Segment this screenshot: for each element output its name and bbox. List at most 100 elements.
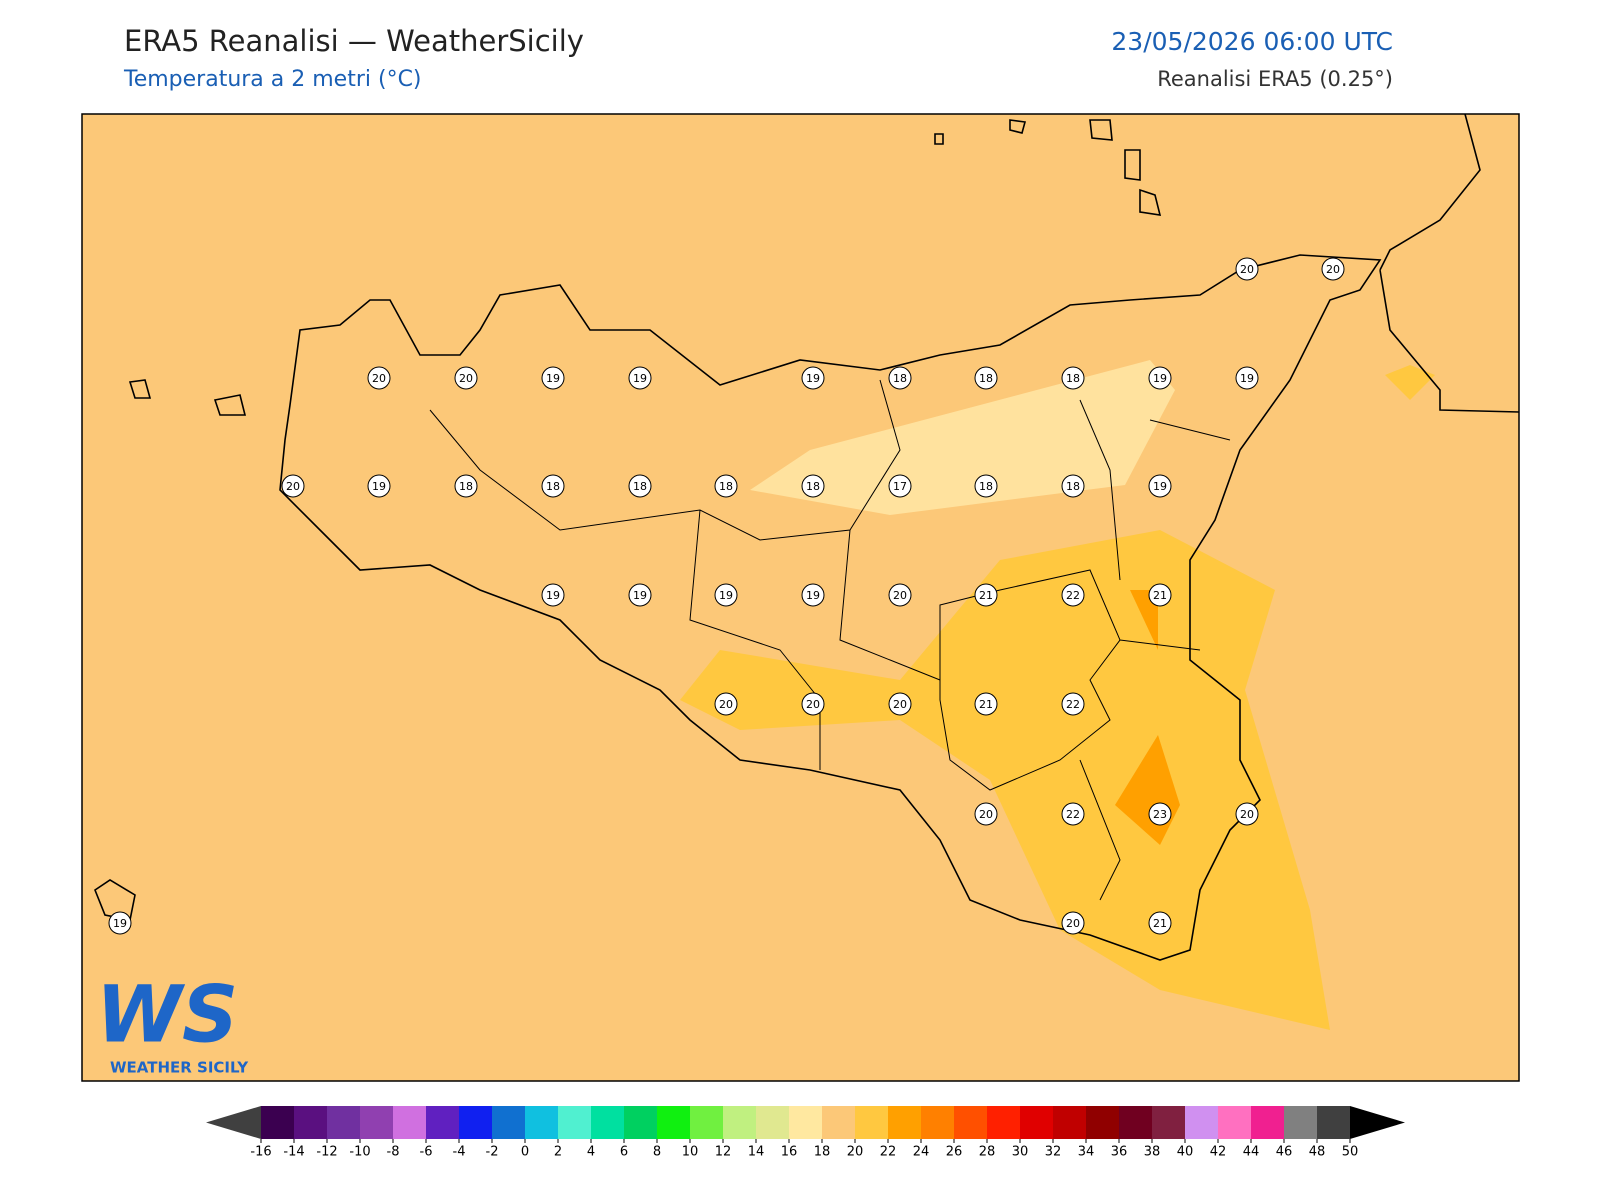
point-marker	[801, 692, 825, 716]
colorbar-box	[492, 1106, 525, 1139]
grid-point: 18	[974, 366, 998, 390]
colorbar-label: 4	[587, 1145, 595, 1160]
colorbar-box	[888, 1106, 921, 1139]
warm-area	[680, 530, 1330, 1030]
colorbar-label: 44	[1243, 1145, 1260, 1160]
colorbar-box	[1053, 1106, 1086, 1139]
grid-point: 22	[1061, 692, 1085, 716]
colorbar-label: 2	[554, 1145, 562, 1160]
point-marker	[367, 474, 391, 498]
logo-mark: WS	[96, 970, 238, 1060]
grid-point: 23	[1148, 802, 1172, 826]
grid-point: 21	[974, 692, 998, 716]
point-value: 17	[893, 480, 907, 493]
colorbar-label: -10	[349, 1145, 370, 1160]
point-marker	[974, 366, 998, 390]
point-value: 19	[546, 372, 560, 385]
point-value: 19	[633, 589, 647, 602]
grid-point: 19	[108, 911, 132, 935]
grid-point: 18	[1061, 366, 1085, 390]
logo-text: WEATHER SICILY	[110, 1059, 249, 1077]
colorbar-label: 22	[880, 1145, 897, 1160]
point-marker	[367, 366, 391, 390]
calabria-coast	[1379, 113, 1520, 413]
grid-point: 19	[1148, 474, 1172, 498]
colorbar-label: 26	[946, 1145, 963, 1160]
colorbar-label: 0	[521, 1145, 529, 1160]
point-value: 20	[1066, 917, 1080, 930]
colorbar-box	[1020, 1106, 1053, 1139]
point-value: 18	[893, 372, 907, 385]
colorbar-box	[1152, 1106, 1185, 1139]
colorbar-box	[1317, 1106, 1350, 1139]
point-value: 18	[1066, 480, 1080, 493]
point-marker	[1235, 366, 1259, 390]
point-value: 20	[719, 698, 733, 711]
point-value: 20	[806, 698, 820, 711]
grid-point: 19	[801, 366, 825, 390]
point-value: 20	[372, 372, 386, 385]
colorbar-label: 32	[1045, 1145, 1062, 1160]
grid-point: 19	[541, 366, 565, 390]
point-marker	[1148, 366, 1172, 390]
grid-point: 20	[974, 802, 998, 826]
grid-point: 20	[367, 366, 391, 390]
grid-point: 18	[541, 474, 565, 498]
point-value: 23	[1153, 808, 1167, 821]
colorbar-label: -12	[316, 1145, 337, 1160]
colorbar-label: -14	[283, 1145, 304, 1160]
grid-point: 18	[888, 366, 912, 390]
colorbar-box	[294, 1106, 327, 1139]
grid-point: 19	[1148, 366, 1172, 390]
province-borders	[429, 379, 1231, 901]
colorbar-label: 12	[715, 1145, 732, 1160]
colorbar-box	[327, 1106, 360, 1139]
point-value: 21	[979, 589, 993, 602]
point-value: 19	[1240, 372, 1254, 385]
point-value: 18	[633, 480, 647, 493]
grid-point: 21	[974, 583, 998, 607]
point-value: 18	[546, 480, 560, 493]
grid-point: 17	[888, 474, 912, 498]
grid-point: 19	[1235, 366, 1259, 390]
point-value: 20	[979, 808, 993, 821]
colorbar-label: -4	[453, 1145, 466, 1160]
colorbar-box	[789, 1106, 822, 1139]
point-value: 18	[979, 480, 993, 493]
point-value: 21	[1153, 917, 1167, 930]
point-marker	[541, 474, 565, 498]
point-marker	[454, 474, 478, 498]
point-value: 22	[1066, 698, 1080, 711]
point-marker	[1148, 802, 1172, 826]
grid-point: 18	[628, 474, 652, 498]
colorbar-box	[954, 1106, 987, 1139]
colorbar-label: 24	[913, 1145, 930, 1160]
point-marker	[801, 366, 825, 390]
grid-point: 18	[714, 474, 738, 498]
point-value: 20	[893, 698, 907, 711]
point-marker	[888, 583, 912, 607]
point-marker	[1235, 257, 1259, 281]
grid-point: 18	[801, 474, 825, 498]
colorbar-label: 6	[620, 1145, 628, 1160]
colorbar-box	[558, 1106, 591, 1139]
warm-area	[1385, 365, 1435, 400]
point-value: 19	[1153, 372, 1167, 385]
colorbar-label: -16	[250, 1145, 271, 1160]
point-marker	[1148, 911, 1172, 935]
point-value: 19	[546, 589, 560, 602]
sicily-coast	[279, 254, 1382, 961]
point-value: 20	[893, 589, 907, 602]
point-value: 18	[459, 480, 473, 493]
point-marker	[541, 583, 565, 607]
colorbar-box	[657, 1106, 690, 1139]
colorbar-label: 40	[1177, 1145, 1194, 1160]
point-marker	[1148, 474, 1172, 498]
point-marker	[1061, 802, 1085, 826]
point-marker	[1061, 692, 1085, 716]
point-value: 18	[806, 480, 820, 493]
point-marker	[714, 583, 738, 607]
point-value: 21	[979, 698, 993, 711]
point-value: 22	[1066, 808, 1080, 821]
